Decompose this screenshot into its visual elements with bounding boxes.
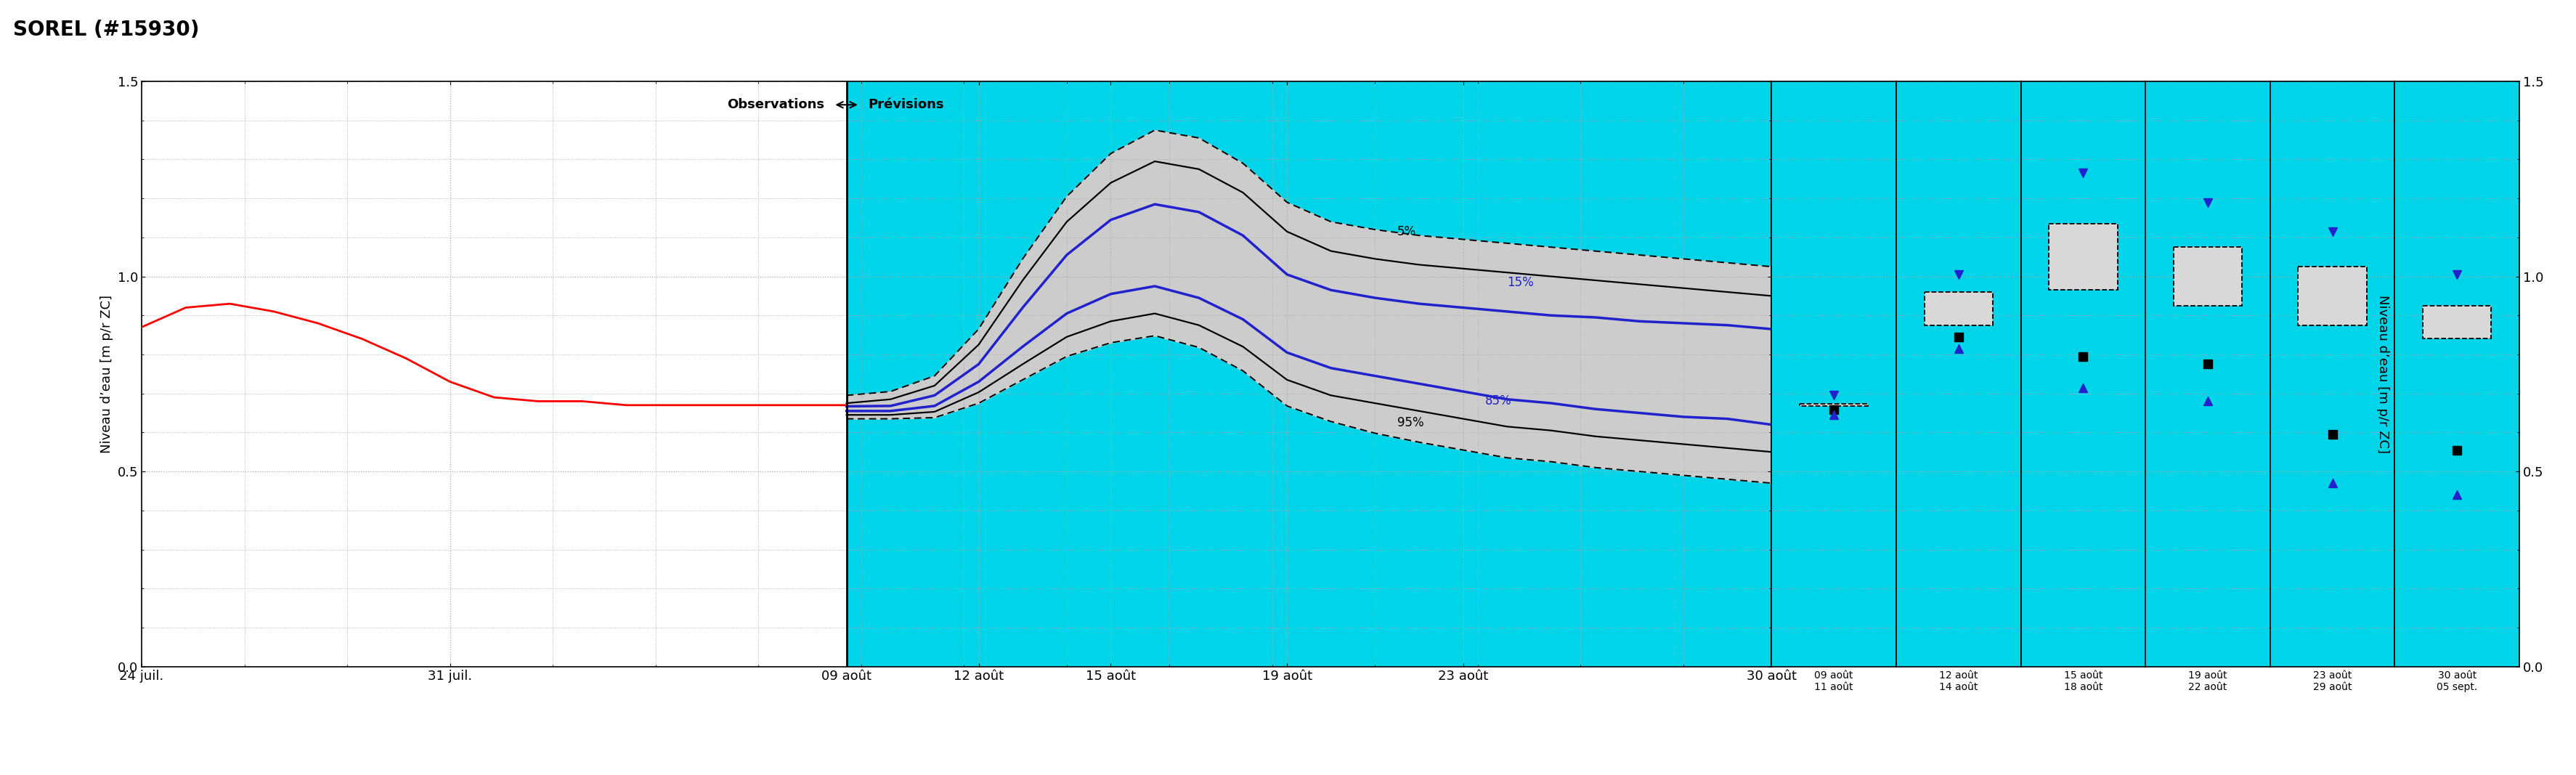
X-axis label: 12 août
14 août: 12 août 14 août [1940, 670, 1978, 693]
Text: 5%: 5% [1396, 225, 1417, 238]
Bar [2174, 247, 2241, 305]
X-axis label: 30 août
05 sept.: 30 août 05 sept. [2437, 670, 2478, 693]
Bar [1924, 292, 1994, 326]
Text: 95%: 95% [1396, 416, 1425, 429]
X-axis label: 23 août
29 août: 23 août 29 août [2313, 670, 2352, 693]
Bar [2424, 305, 2491, 339]
Y-axis label: Niveau d’eau [m p/r ZC]: Niveau d’eau [m p/r ZC] [100, 294, 113, 453]
Text: SOREL (#15930): SOREL (#15930) [13, 19, 198, 40]
Text: Observations: Observations [726, 98, 824, 112]
Bar [2048, 224, 2117, 290]
X-axis label: 15 août
18 août: 15 août 18 août [2063, 670, 2102, 693]
X-axis label: 09 août
11 août: 09 août 11 août [1814, 670, 1852, 693]
X-axis label: 19 août
22 août: 19 août 22 août [2190, 670, 2228, 693]
Text: Prévisions: Prévisions [868, 98, 945, 112]
Bar [848, 81, 1772, 666]
Y-axis label: Niveau d’eau [m p/r ZC]: Niveau d’eau [m p/r ZC] [2378, 294, 2391, 453]
Bar [2298, 267, 2367, 326]
Bar [1801, 404, 1868, 406]
Text: 85%: 85% [1486, 394, 1512, 408]
Text: 15%: 15% [1507, 276, 1533, 289]
